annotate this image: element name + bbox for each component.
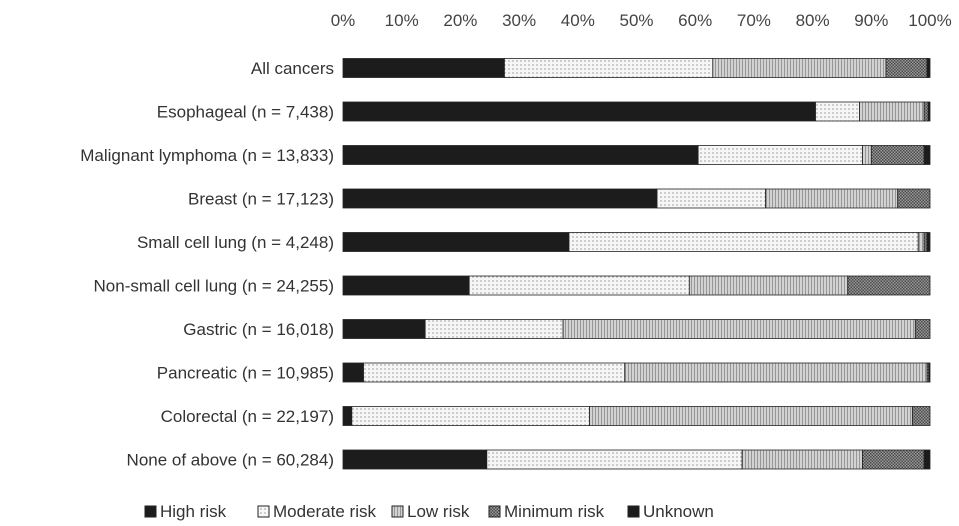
legend-label: Low risk xyxy=(407,502,470,521)
bar-segment xyxy=(914,319,931,339)
bar-segment xyxy=(859,101,925,122)
x-tick-label: 40% xyxy=(561,11,595,30)
bar-segment xyxy=(917,232,925,252)
legend-label: Moderate risk xyxy=(273,502,376,521)
legend-label: Unknown xyxy=(643,502,714,521)
legend-swatch xyxy=(391,505,404,518)
x-tick-label: 70% xyxy=(737,11,771,30)
bar-segment xyxy=(847,275,931,296)
bar-segment xyxy=(927,101,931,122)
legend: High risk Moderate risk Low risk Minimum ri… xyxy=(144,502,714,521)
bar-segment xyxy=(911,406,931,426)
x-tick-label: 10% xyxy=(385,11,419,30)
bar-segment xyxy=(342,275,470,296)
bar-segment xyxy=(926,232,931,252)
category-labels: All cancers Esophageal (n = 7,438) Maligna… xyxy=(80,59,334,470)
bar-segment xyxy=(862,145,872,165)
bar-segment xyxy=(342,232,570,252)
bar-segment xyxy=(568,232,919,252)
bar-segment xyxy=(697,145,863,165)
legend-swatch xyxy=(488,505,501,518)
category-label: Small cell lung (n = 4,248) xyxy=(137,233,334,252)
category-label: None of above (n = 60,284) xyxy=(127,451,334,470)
bar-segment xyxy=(342,188,658,209)
bar-segment xyxy=(923,232,928,252)
x-tick-label: 0% xyxy=(331,11,356,30)
legend-swatch xyxy=(144,505,157,518)
x-tick-label: 50% xyxy=(619,11,653,30)
bar-segment xyxy=(741,449,863,470)
bar-segment xyxy=(656,188,767,209)
x-tick-label: 80% xyxy=(796,11,830,30)
x-tick-label: 90% xyxy=(854,11,888,30)
x-tick-label: 20% xyxy=(443,11,477,30)
category-label: Breast (n = 17,123) xyxy=(188,190,334,209)
bar-segment xyxy=(712,58,887,78)
x-tick-label: 60% xyxy=(678,11,712,30)
bar-segment xyxy=(424,319,564,339)
bar-segment xyxy=(342,406,353,426)
bar-segment xyxy=(926,58,931,78)
x-tick-label: 100% xyxy=(908,11,951,30)
bar-segment xyxy=(815,101,860,122)
bar-segment xyxy=(923,145,931,165)
category-label: Colorectal (n = 22,197) xyxy=(161,407,334,426)
bar-segment xyxy=(765,188,899,209)
legend-swatch xyxy=(627,505,640,518)
bar-segment xyxy=(342,362,364,383)
x-axis-ticks: 0% 10% 20% 30% 40% 50% 60% 70% 80% 90% 100% xyxy=(331,11,952,30)
bar-segment xyxy=(363,362,626,383)
bar-segment xyxy=(342,101,816,122)
bar-segment xyxy=(342,319,426,339)
bar-segment xyxy=(870,145,925,165)
bar-segment xyxy=(342,145,699,165)
bar-segment xyxy=(468,275,690,296)
bar-segment xyxy=(504,58,714,78)
bar-segment xyxy=(897,188,931,209)
bar-segment xyxy=(923,449,931,470)
bar-segment xyxy=(562,319,916,339)
category-label: Non-small cell lung (n = 24,255) xyxy=(94,277,334,296)
bar-segment xyxy=(342,58,505,78)
bar-segment xyxy=(928,362,931,383)
bar-segment xyxy=(486,449,743,470)
bar-segment xyxy=(885,58,928,78)
legend-label: Minimum risk xyxy=(504,502,605,521)
category-label: Esophageal (n = 7,438) xyxy=(157,103,334,122)
category-label: Malignant lymphoma (n = 13,833) xyxy=(80,146,334,165)
bar-segment xyxy=(342,449,488,470)
bar-segment xyxy=(351,406,590,426)
legend-swatch xyxy=(257,505,270,518)
bar-segment xyxy=(923,101,929,122)
bar-segment xyxy=(589,406,913,426)
category-label: Pancreatic (n = 10,985) xyxy=(157,364,334,383)
bar-segment xyxy=(688,275,849,296)
category-label: Gastric (n = 16,018) xyxy=(183,320,334,339)
bar-segment xyxy=(862,449,925,470)
bar-segment xyxy=(624,362,928,383)
category-label: All cancers xyxy=(251,59,334,78)
legend-label: High risk xyxy=(160,502,227,521)
x-tick-label: 30% xyxy=(502,11,536,30)
bars xyxy=(342,58,931,470)
